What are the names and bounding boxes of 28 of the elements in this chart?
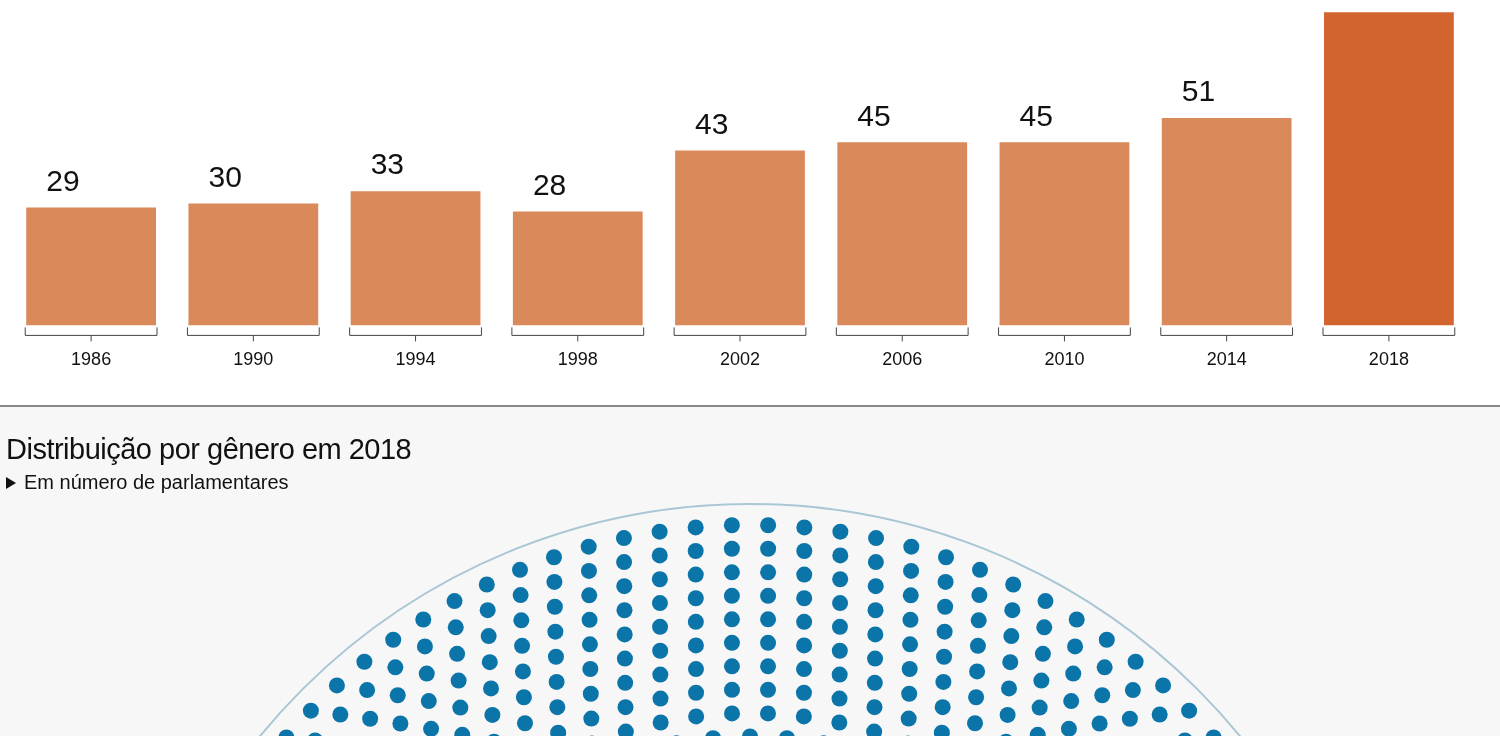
- data-label: 29: [46, 163, 80, 197]
- x-tick-label: 2010: [1044, 349, 1085, 370]
- data-label: 33: [370, 147, 405, 181]
- x-tick-label: 1994: [395, 349, 436, 370]
- x-tick-label: 2014: [1206, 349, 1247, 370]
- bar: [350, 191, 481, 326]
- x-tick-label: 1986: [71, 349, 112, 370]
- bar: [188, 203, 319, 326]
- bar: [837, 142, 968, 326]
- data-label: 51: [1181, 74, 1216, 108]
- data-label: 45: [857, 98, 891, 132]
- bar: [26, 207, 156, 326]
- data-label: 43: [695, 106, 729, 140]
- bar: [999, 142, 1130, 326]
- x-tick-label: 1998: [557, 349, 598, 370]
- text: Distribuição por gênero em 2018: [6, 433, 412, 466]
- x-tick-label: 2018: [1368, 349, 1409, 370]
- bar: [1324, 12, 1454, 326]
- data-label: 45: [1019, 98, 1053, 132]
- x-tick-label: 2006: [882, 349, 923, 370]
- text: Em número de parlamentares: [24, 471, 289, 494]
- data-label: 28: [532, 167, 567, 201]
- bar: [512, 211, 643, 326]
- data-label: 30: [208, 159, 242, 193]
- x-tick-label: 1990: [233, 349, 274, 370]
- x-tick-label: 2002: [719, 349, 761, 370]
- bar: [1161, 117, 1292, 326]
- bar: [675, 150, 805, 326]
